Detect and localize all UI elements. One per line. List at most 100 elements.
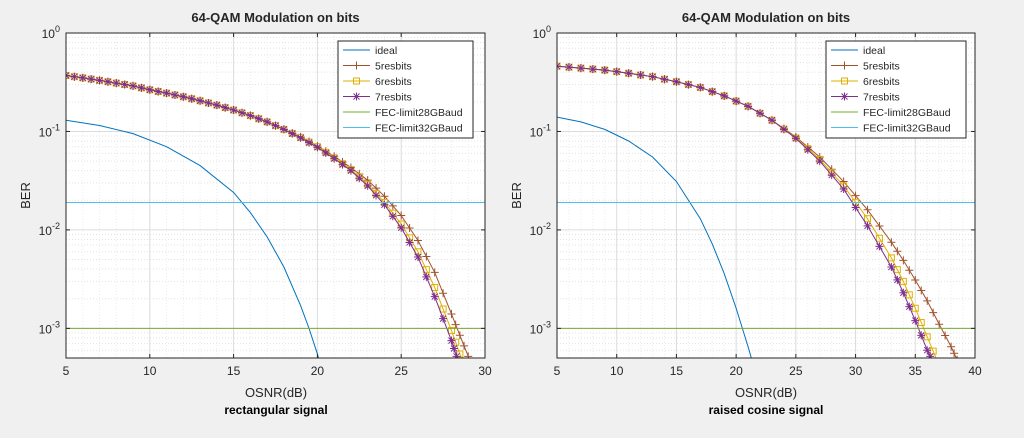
data-point — [863, 221, 872, 230]
data-point — [439, 289, 448, 298]
axes-frame — [65, 32, 486, 359]
data-point — [863, 205, 872, 214]
data-point — [959, 368, 967, 376]
legend-label: 7resbits — [375, 92, 412, 104]
y-tick-label: 10-1 — [530, 122, 551, 139]
data-point — [430, 268, 439, 277]
data-point — [461, 364, 467, 370]
data-point — [388, 212, 397, 221]
data-point — [950, 349, 959, 358]
legend-item: 7resbits — [343, 92, 412, 104]
data-point — [405, 224, 414, 233]
data-point — [346, 166, 355, 175]
data-point — [744, 102, 753, 111]
y-tick-exponent: -2 — [543, 221, 551, 231]
x-tick-label: 15 — [227, 364, 241, 378]
data-point — [875, 242, 884, 251]
data-point — [648, 72, 657, 81]
data-point — [911, 304, 919, 312]
data-point — [460, 341, 469, 350]
legend-item: 5resbits — [831, 61, 900, 73]
data-point — [911, 316, 920, 325]
data-point — [70, 72, 79, 81]
data-point — [851, 203, 860, 212]
data-point — [905, 291, 913, 299]
data-point — [684, 80, 693, 89]
data-point — [397, 211, 406, 220]
x-tick-label: 30 — [849, 364, 863, 378]
axes-frame — [556, 32, 976, 359]
x-tick-label: 10 — [610, 364, 624, 378]
data-point — [756, 109, 765, 118]
data-point — [791, 134, 800, 143]
data-point — [296, 133, 305, 142]
data-point — [246, 111, 255, 120]
y-tick-exponent: -1 — [52, 122, 60, 132]
y-tick-label: 100 — [42, 24, 60, 41]
legend-marker — [840, 92, 849, 101]
data-point — [911, 275, 920, 284]
data-point — [720, 91, 729, 100]
data-point — [864, 215, 872, 223]
legend-label: 7resbits — [863, 92, 900, 104]
series-group — [557, 62, 975, 376]
series-line — [557, 116, 752, 358]
data-point — [923, 296, 932, 305]
y-tick-base: 10 — [39, 322, 53, 336]
data-point — [413, 253, 422, 262]
y-tick-label: 10-1 — [39, 122, 60, 139]
series-7resbits — [557, 62, 935, 358]
data-point — [905, 266, 914, 275]
x-axis-label: OSNR(dB) — [735, 385, 797, 400]
data-point — [469, 366, 477, 374]
data-point — [313, 143, 322, 152]
data-point — [899, 277, 907, 285]
y-tick-base: 10 — [530, 224, 544, 238]
data-point — [899, 288, 908, 297]
data-point — [338, 160, 347, 169]
y-axis-label: BER — [509, 182, 524, 209]
data-point — [576, 64, 585, 73]
data-point — [956, 355, 958, 358]
x-tick-label: 30 — [478, 364, 492, 378]
data-point — [956, 362, 964, 370]
data-point — [923, 333, 931, 341]
legend-item: FEC-limit32GBaud — [343, 123, 463, 135]
legend-item: 5resbits — [343, 61, 412, 73]
x-tick-label: 10 — [143, 364, 157, 378]
y-tick-exponent: -3 — [52, 319, 60, 329]
data-point — [612, 67, 621, 76]
y-tick-label: 10-2 — [530, 221, 551, 238]
data-point — [926, 352, 935, 358]
data-point — [935, 320, 944, 329]
data-point — [447, 309, 456, 318]
data-point — [767, 116, 776, 125]
data-point — [929, 347, 937, 355]
legend-item: FEC-limit32GBaud — [831, 123, 951, 135]
data-point — [103, 77, 112, 86]
data-point — [422, 272, 431, 281]
x-axis-label: OSNR(dB) — [245, 385, 307, 400]
legend-marker — [840, 61, 849, 70]
x-tick-label: 15 — [670, 364, 684, 378]
data-point — [887, 263, 896, 272]
y-tick-base: 10 — [530, 322, 544, 336]
data-point — [447, 327, 455, 335]
data-point — [221, 103, 230, 112]
data-point — [708, 87, 717, 96]
data-point — [170, 90, 179, 99]
data-point — [271, 121, 280, 130]
y-tick-base: 10 — [533, 27, 547, 41]
chart-caption: raised cosine signal — [709, 403, 824, 417]
data-point — [905, 302, 914, 311]
data-point — [893, 275, 902, 284]
data-point — [237, 108, 246, 117]
legend-label: ideal — [863, 45, 885, 57]
data-point — [137, 83, 146, 92]
y-tick-label: 10-2 — [39, 221, 60, 238]
data-point — [380, 192, 389, 201]
data-point — [380, 200, 389, 209]
x-tick-label: 20 — [311, 364, 325, 378]
data-point — [465, 377, 471, 383]
